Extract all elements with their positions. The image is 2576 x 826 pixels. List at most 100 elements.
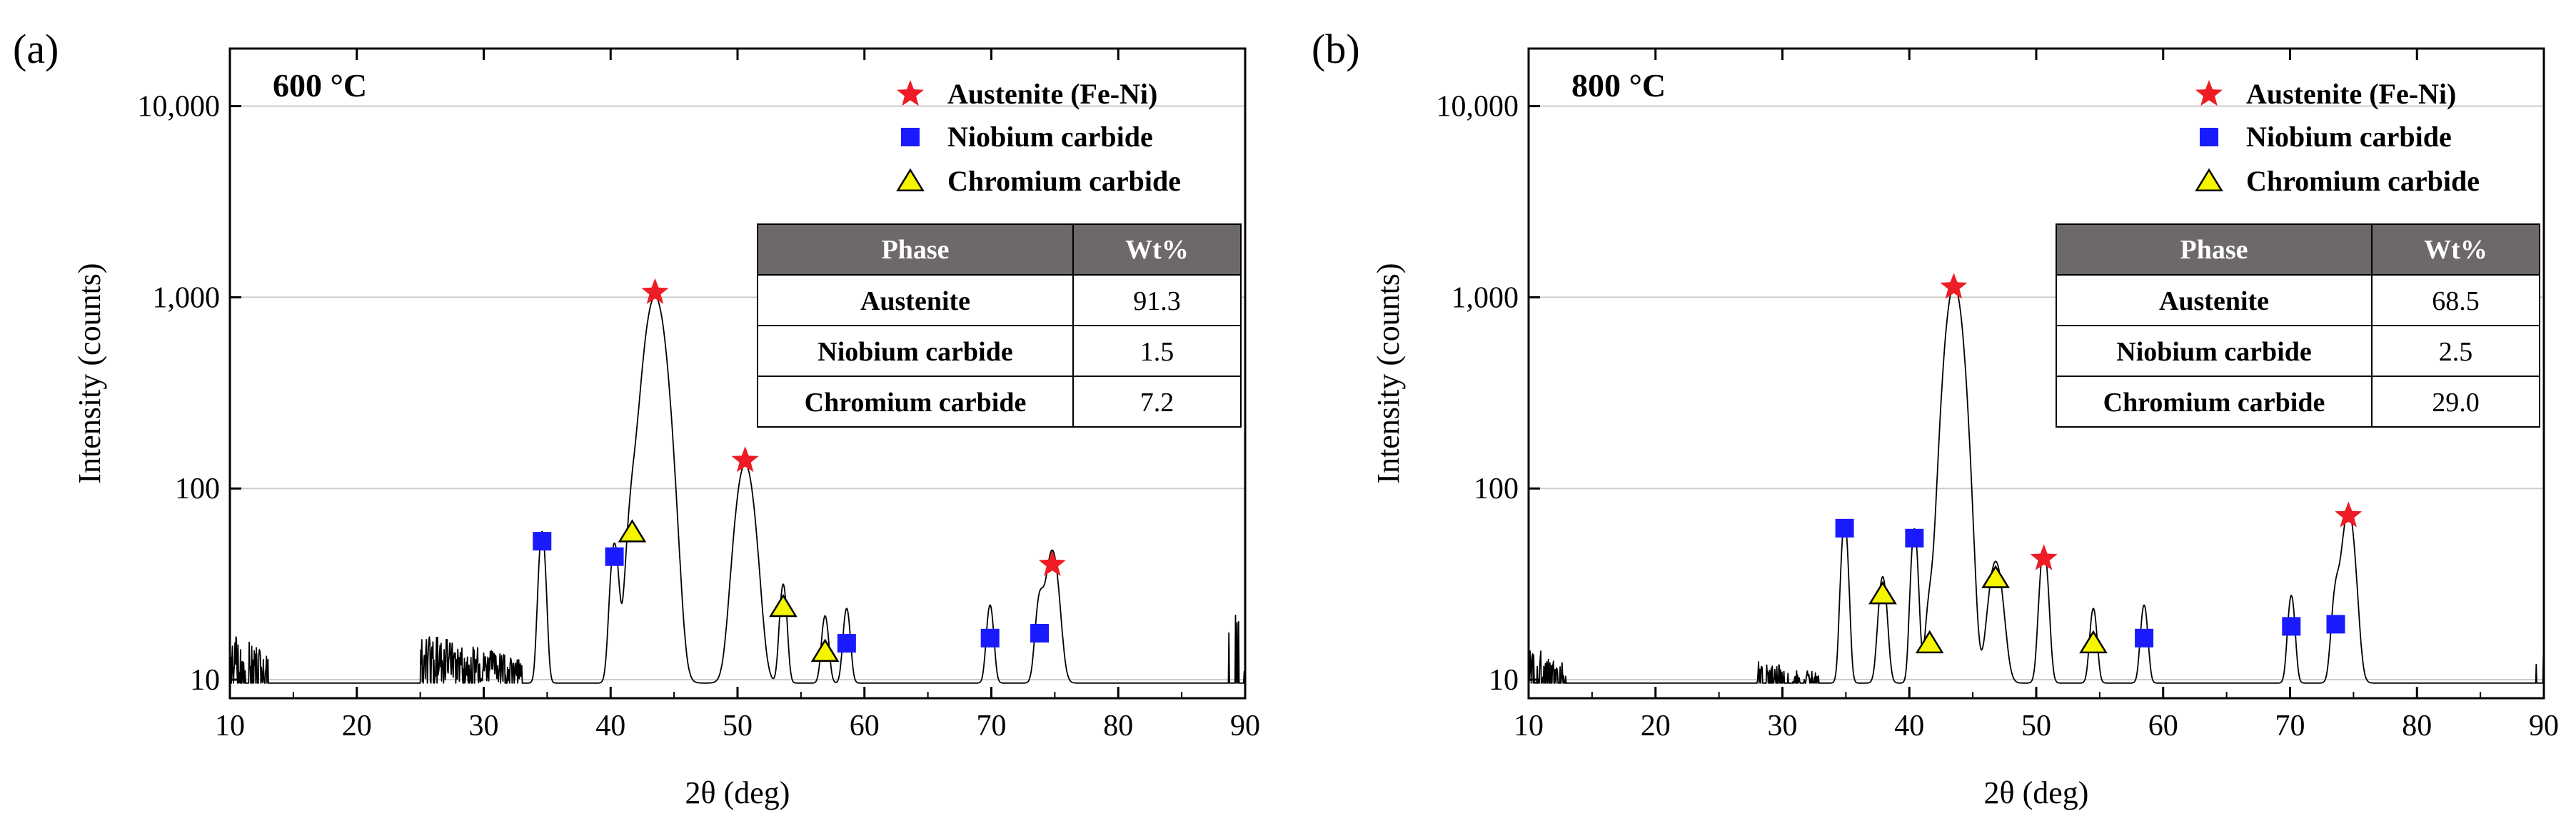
y-tick-label: 1,000	[1451, 281, 1519, 314]
table-cell-phase-bg	[2056, 325, 2373, 377]
x-tick-label: 40	[1894, 710, 1924, 742]
chart-panel-a: 10 20 30 40 50 60 70 80 90 10 100 1,000 10,000 2θ (de…	[13, 26, 1260, 810]
legend-label-austenite: Austenite (Fe-Ni)	[947, 78, 1157, 110]
xrd-pattern-line	[1528, 284, 2545, 684]
table-cell-wt: 7.2	[1140, 388, 1174, 418]
table-header-phase: Phase	[882, 235, 950, 265]
x-tick-label: 70	[977, 710, 1007, 742]
x-tick-label: 10	[215, 710, 245, 742]
temperature-label: 800 °C	[1571, 67, 1666, 104]
peak-marker-niobium	[2326, 615, 2345, 634]
temperature-label: 600 °C	[273, 67, 367, 104]
legend-symbol-chromium	[2195, 168, 2223, 192]
table-header-phase: Phase	[2180, 235, 2248, 265]
peak-marker-chromium	[1915, 630, 1944, 654]
peak-marker-chromium	[810, 638, 840, 662]
y-tick-label: 10,000	[1437, 91, 1519, 124]
panel-label: (a)	[13, 26, 59, 72]
table-cell-phase: Chromium carbide	[2103, 388, 2325, 418]
table-cell-wt: 68.5	[2432, 286, 2480, 316]
peak-marker-chromium	[618, 519, 647, 543]
legend-symbol-austenite	[2195, 80, 2223, 106]
legend-label-chromium: Chromium carbide	[2246, 165, 2480, 197]
legend-label-chromium: Chromium carbide	[947, 165, 1181, 197]
peak-marker-austenite	[2335, 501, 2363, 528]
x-tick-label: 30	[1768, 710, 1798, 742]
legend-label-niobium: Niobium carbide	[2246, 121, 2452, 153]
table-cell-phase: Austenite	[2159, 286, 2269, 316]
x-tick-label: 80	[1103, 710, 1133, 742]
peak-marker-niobium	[837, 634, 856, 653]
table-cell-phase: Austenite	[860, 286, 970, 316]
chart-panel-b: 10 20 30 40 50 60 70 80 90 10 100 1,000 10,000 2θ (de…	[1312, 26, 2559, 810]
table-cell-wt-bg	[1072, 274, 1242, 326]
x-tick-label: 20	[1641, 710, 1671, 742]
x-tick-label: 20	[342, 710, 372, 742]
peak-marker-chromium	[1868, 580, 1897, 605]
table-cell-wt-bg	[1072, 325, 1242, 377]
y-axis-title: Intensity (counts)	[72, 263, 107, 483]
table-cell-wt-bg	[2371, 274, 2540, 326]
table-cell-wt-bg	[1072, 376, 1242, 428]
peak-marker-niobium	[2282, 617, 2301, 636]
peak-marker-austenite	[641, 278, 669, 304]
x-tick-label: 90	[1230, 710, 1260, 742]
xrd-pattern-line	[229, 296, 1246, 684]
table-cell-phase-bg	[757, 376, 1074, 428]
table-cell-wt: 2.5	[2439, 337, 2473, 367]
peak-marker-niobium	[980, 628, 1000, 648]
peak-marker-chromium	[769, 593, 798, 618]
x-tick-label: 60	[850, 710, 880, 742]
peak-marker-austenite	[1038, 550, 1066, 576]
table-cell-wt: 29.0	[2432, 388, 2480, 418]
peak-marker-austenite	[1940, 273, 1968, 299]
x-tick-label: 60	[2148, 710, 2178, 742]
legend-symbol-niobium	[2200, 128, 2218, 146]
y-tick-label: 10	[190, 664, 220, 697]
x-tick-label: 90	[2529, 710, 2559, 742]
x-axis-title: 2θ (deg)	[1984, 775, 2089, 810]
y-tick-label: 10,000	[138, 91, 221, 124]
peak-marker-niobium	[533, 532, 552, 551]
x-tick-label: 50	[723, 710, 753, 742]
table-cell-wt: 91.3	[1133, 286, 1181, 316]
table-cell-wt-bg	[2371, 325, 2540, 377]
legend-label-niobium: Niobium carbide	[947, 121, 1153, 153]
table-cell-phase-bg	[757, 325, 1074, 377]
x-tick-label: 70	[2275, 710, 2305, 742]
peak-marker-austenite	[2030, 544, 2058, 570]
peak-marker-niobium	[1030, 623, 1050, 643]
table-header-bg	[2056, 223, 2540, 276]
peak-marker-niobium	[605, 547, 624, 566]
legend-label-austenite: Austenite (Fe-Ni)	[2246, 78, 2456, 110]
peak-marker-niobium	[1835, 518, 1854, 538]
table-cell-phase: Chromium carbide	[805, 388, 1027, 418]
y-tick-label: 10	[1489, 664, 1519, 697]
y-axis-title: Intensity (counts)	[1371, 263, 1406, 483]
panel-label: (b)	[1312, 26, 1360, 72]
x-tick-label: 10	[1514, 710, 1544, 742]
y-tick-label: 100	[175, 473, 220, 505]
peak-marker-chromium	[2079, 630, 2108, 654]
x-tick-label: 50	[2021, 710, 2051, 742]
peak-marker-chromium	[1981, 565, 2010, 588]
table-cell-wt: 1.5	[1140, 337, 1174, 367]
x-tick-label: 30	[469, 710, 499, 742]
peak-marker-niobium	[2135, 628, 2154, 648]
peak-marker-niobium	[1905, 528, 1924, 548]
table-header-bg	[757, 223, 1242, 276]
peak-marker-austenite	[731, 446, 759, 473]
x-tick-label: 40	[595, 710, 625, 742]
table-cell-phase: Niobium carbide	[817, 337, 1012, 367]
legend-symbol-niobium	[901, 128, 920, 146]
y-tick-label: 100	[1474, 473, 1519, 505]
legend-symbol-austenite	[897, 80, 924, 106]
x-tick-label: 80	[2402, 710, 2432, 742]
x-axis-title: 2θ (deg)	[685, 775, 790, 810]
y-tick-label: 1,000	[153, 281, 221, 314]
table-header-wt: Wt%	[2424, 235, 2487, 265]
table-cell-phase: Niobium carbide	[2116, 337, 2311, 367]
legend-symbol-chromium	[896, 168, 925, 192]
table-header-wt: Wt%	[1125, 235, 1189, 265]
